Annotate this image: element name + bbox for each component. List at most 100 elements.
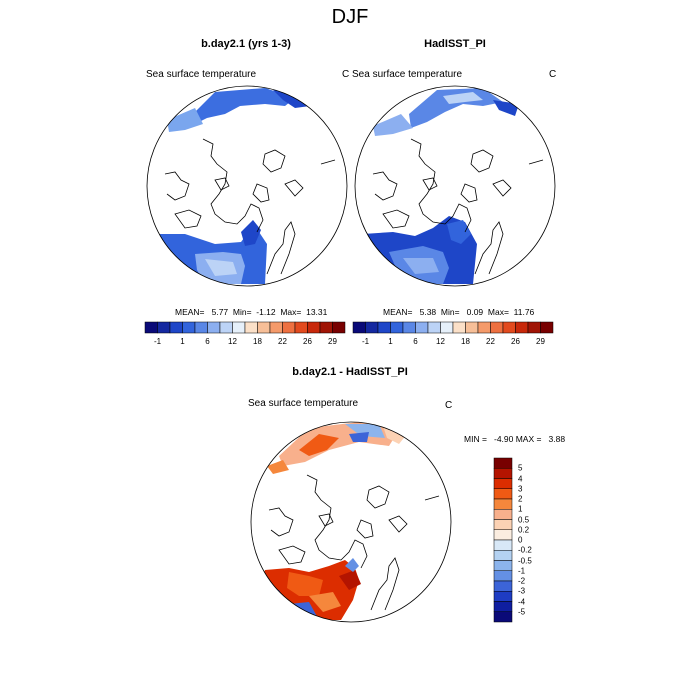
colorbar-swatch [307, 321, 321, 334]
colorbar-tick-label: -0.5 [518, 556, 532, 565]
colorbar-swatch [493, 529, 513, 541]
left-variable-label: Sea surface temperature [146, 69, 257, 80]
colorbar-tick-label: 29 [328, 337, 337, 346]
colorbar-swatch [493, 498, 513, 510]
colorbar-swatch [415, 321, 429, 334]
colorbar-swatch [493, 601, 513, 612]
colorbar-swatch [493, 457, 513, 469]
right-panel-title: HadISST_PI [424, 38, 486, 50]
right-colorbar-labels: -1 1 6 12 18 22 26 29 [353, 337, 553, 347]
figure-title: DJF [331, 6, 369, 28]
colorbar-swatch [219, 321, 233, 334]
colorbar-swatch [490, 321, 504, 334]
colorbar-tick-label: 18 [461, 337, 470, 346]
left-colorbar-labels: -1 1 6 12 18 22 26 29 [145, 337, 345, 347]
colorbar-swatch [452, 321, 466, 334]
colorbar-swatch [282, 321, 296, 334]
colorbar-tick-label: 6 [413, 337, 418, 346]
diff-units-label: C [445, 400, 453, 411]
diff-stats: MIN = -4.90 MAX = 3.88 [464, 434, 566, 444]
colorbar-swatch [194, 321, 208, 334]
colorbar-tick-label: 0.5 [518, 515, 530, 524]
colorbar-tick-label: -5 [518, 607, 526, 617]
colorbar-swatch [493, 539, 513, 551]
diff-polar-map [250, 421, 452, 623]
colorbar-tick-label: 2 [518, 494, 523, 504]
colorbar-tick-label: -1 [361, 337, 370, 346]
diff-variable-label: Sea surface temperature [248, 398, 359, 409]
colorbar-swatch [493, 509, 513, 520]
left-polar-map [146, 85, 348, 287]
colorbar-swatch [232, 321, 246, 334]
colorbar-tick-label: -1 [153, 337, 162, 346]
colorbar-tick-label: 1 [180, 337, 185, 346]
colorbar-swatch [332, 321, 346, 334]
colorbar-tick-label: 0 [518, 535, 523, 545]
colorbar-tick-label: 3 [518, 484, 523, 494]
colorbar-tick-label: 12 [436, 337, 445, 346]
colorbar-swatch [440, 321, 454, 334]
colorbar-swatch [477, 321, 491, 334]
left-colorbar [144, 321, 346, 334]
colorbar-tick-label: 0.2 [518, 525, 530, 535]
colorbar-tick-label: 1 [518, 504, 523, 514]
colorbar-swatch [493, 468, 513, 479]
colorbar-tick-label: -1 [518, 566, 526, 576]
diff-colorbar-labels: 5 4 3 2 1 0.5 0.2 0 -0.2 -0.5 -1 -2 -3 -4 -5 [518, 458, 548, 622]
right-colorbar [352, 321, 554, 334]
colorbar-swatch [493, 611, 513, 623]
left-units-label: C [342, 69, 350, 80]
colorbar-swatch [144, 321, 158, 334]
colorbar-swatch [493, 570, 513, 582]
colorbar-swatch [402, 321, 416, 334]
colorbar-swatch [365, 321, 379, 334]
colorbar-swatch [493, 519, 513, 530]
colorbar-swatch [169, 321, 183, 334]
colorbar-tick-label: 18 [253, 337, 262, 346]
right-variable-label: Sea surface temperature [352, 69, 463, 80]
colorbar-swatch [493, 488, 513, 500]
colorbar-tick-label: 26 [511, 337, 520, 346]
colorbar-tick-label: -2 [518, 576, 526, 586]
colorbar-swatch [390, 321, 404, 334]
colorbar-swatch [493, 591, 513, 602]
colorbar-tick-label: 6 [205, 337, 210, 346]
right-units-label: C [549, 69, 557, 80]
colorbar-swatch [207, 321, 221, 334]
colorbar-swatch [493, 560, 513, 571]
colorbar-tick-label: 22 [486, 337, 495, 346]
colorbar-swatch [527, 321, 541, 334]
colorbar-swatch [493, 550, 513, 561]
diff-colorbar [493, 457, 513, 623]
colorbar-swatch [157, 321, 171, 334]
right-polar-map [354, 85, 556, 287]
colorbar-swatch [493, 580, 513, 592]
colorbar-tick-label: 12 [228, 337, 237, 346]
colorbar-swatch [257, 321, 271, 334]
colorbar-swatch [377, 321, 391, 334]
colorbar-tick-label: 5 [518, 463, 523, 473]
colorbar-tick-label: 29 [536, 337, 545, 346]
left-stats: MEAN= 5.77 Min= -1.12 Max= 13.31 [175, 307, 328, 317]
left-panel-title: b.day2.1 (yrs 1-3) [201, 38, 291, 50]
colorbar-swatch [427, 321, 441, 334]
colorbar-swatch [540, 321, 554, 334]
colorbar-tick-label: 4 [518, 474, 523, 483]
colorbar-swatch [182, 321, 196, 334]
colorbar-tick-label: -3 [518, 586, 526, 596]
colorbar-swatch [502, 321, 516, 334]
colorbar-swatch [269, 321, 283, 334]
colorbar-swatch [465, 321, 479, 334]
colorbar-tick-label: 1 [388, 337, 393, 346]
colorbar-swatch [244, 321, 258, 334]
colorbar-swatch [319, 321, 333, 334]
colorbar-swatch [515, 321, 529, 334]
right-stats: MEAN= 5.38 Min= 0.09 Max= 11.76 [383, 307, 535, 317]
colorbar-tick-label: -0.2 [518, 545, 532, 555]
diff-panel-title: b.day2.1 - HadISST_PI [292, 366, 408, 378]
colorbar-tick-label: 26 [303, 337, 312, 346]
colorbar-swatch [352, 321, 366, 334]
colorbar-swatch [294, 321, 308, 334]
colorbar-swatch [493, 478, 513, 489]
colorbar-tick-label: 22 [278, 337, 287, 346]
